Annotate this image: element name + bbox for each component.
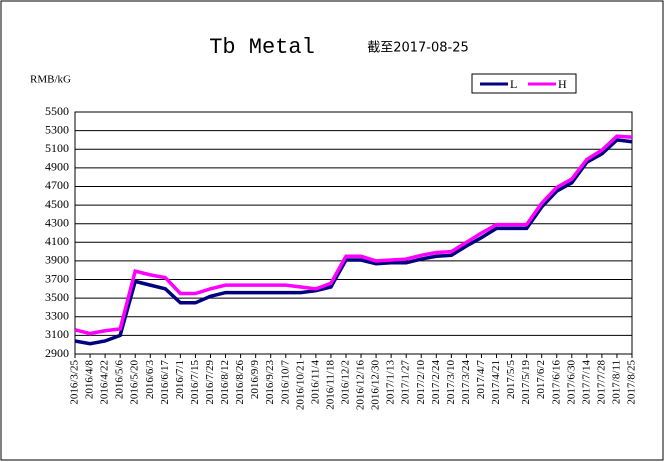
x-tick-label: 2016/11/4 — [309, 360, 321, 405]
y-tick-label: 4100 — [45, 234, 69, 248]
x-tick-label: 2016/12/2 — [340, 360, 352, 405]
x-tick-label: 2016/6/17 — [159, 360, 171, 405]
y-tick-label: 4900 — [45, 160, 69, 174]
x-tick-label: 2017/7/14 — [580, 360, 592, 405]
x-tick-label: 2017/8/25 — [626, 360, 638, 405]
chart-title: Tb Metal — [209, 35, 315, 60]
x-tick-label: 2016/9/23 — [264, 360, 276, 405]
x-tick-label: 2016/4/8 — [84, 360, 96, 400]
x-tick-label: 2017/1/13 — [385, 360, 397, 405]
x-tick-label: 2016/10/7 — [279, 360, 291, 405]
x-tick-label: 2016/6/3 — [144, 360, 156, 400]
y-tick-label: 3700 — [45, 271, 69, 285]
x-tick-label: 2017/5/5 — [505, 360, 517, 400]
x-tick-label: 2016/5/20 — [129, 360, 141, 405]
legend-label: L — [510, 77, 517, 91]
y-tick-label: 4500 — [45, 197, 69, 211]
plot-area — [74, 111, 633, 355]
x-tick-label: 2016/7/15 — [189, 360, 201, 405]
x-tick-label: 2017/6/2 — [535, 360, 547, 399]
x-tick-label: 2017/3/10 — [445, 360, 457, 405]
y-tick-label: 2900 — [45, 346, 69, 360]
y-tick-label: 3300 — [45, 309, 69, 323]
y-tick-label: 5500 — [45, 104, 69, 118]
x-tick-label: 2017/4/21 — [490, 360, 502, 405]
x-tick-label: 2016/12/16 — [355, 360, 367, 411]
x-tick-label: 2016/8/12 — [219, 360, 231, 405]
y-tick-label: 3500 — [45, 290, 69, 304]
x-tick-label: 2016/4/22 — [99, 360, 111, 405]
y-tick-label: 3900 — [45, 253, 69, 267]
x-tick-label: 2017/1/27 — [400, 360, 412, 405]
x-tick-label: 2016/5/6 — [114, 360, 126, 400]
x-tick-label: 2017/2/10 — [415, 360, 427, 405]
y-tick-label: 5300 — [45, 122, 69, 136]
x-tick-label: 2016/7/1 — [174, 360, 186, 399]
x-tick-label: 2016/11/18 — [324, 360, 336, 410]
x-tick-label: 2016/12/30 — [370, 360, 382, 411]
y-axis-label: RMB/kG — [30, 74, 71, 86]
y-tick-label: 4700 — [45, 178, 69, 192]
y-tick-label: 3100 — [45, 327, 69, 341]
series-line — [74, 138, 633, 346]
y-tick-label: 5100 — [45, 141, 69, 155]
x-tick-label: 2017/3/24 — [460, 360, 472, 405]
x-tick-label: 2016/8/26 — [234, 360, 246, 405]
legend-box — [471, 73, 577, 94]
x-tick-label: 2017/5/19 — [520, 360, 532, 405]
x-tick-label: 2017/6/16 — [550, 360, 562, 405]
legend-label: H — [558, 77, 567, 91]
x-tick-label: 2017/4/7 — [475, 360, 487, 400]
x-tick-label: 2017/2/24 — [430, 360, 442, 405]
x-tick-label: 2017/7/28 — [595, 360, 607, 405]
x-tick-label: 2016/7/29 — [204, 360, 216, 405]
x-tick-label: 2016/10/21 — [294, 360, 306, 410]
x-tick-label: 2017/6/30 — [565, 360, 577, 405]
x-tick-label: 2016/3/25 — [69, 360, 81, 405]
series-line — [74, 134, 633, 336]
x-tick-label: 2016/9/9 — [249, 360, 261, 400]
x-tick-label: 2017/8/11 — [610, 360, 622, 404]
chart-subtitle: 截至2017-08-25 — [367, 41, 469, 56]
y-tick-label: 4300 — [45, 215, 69, 229]
